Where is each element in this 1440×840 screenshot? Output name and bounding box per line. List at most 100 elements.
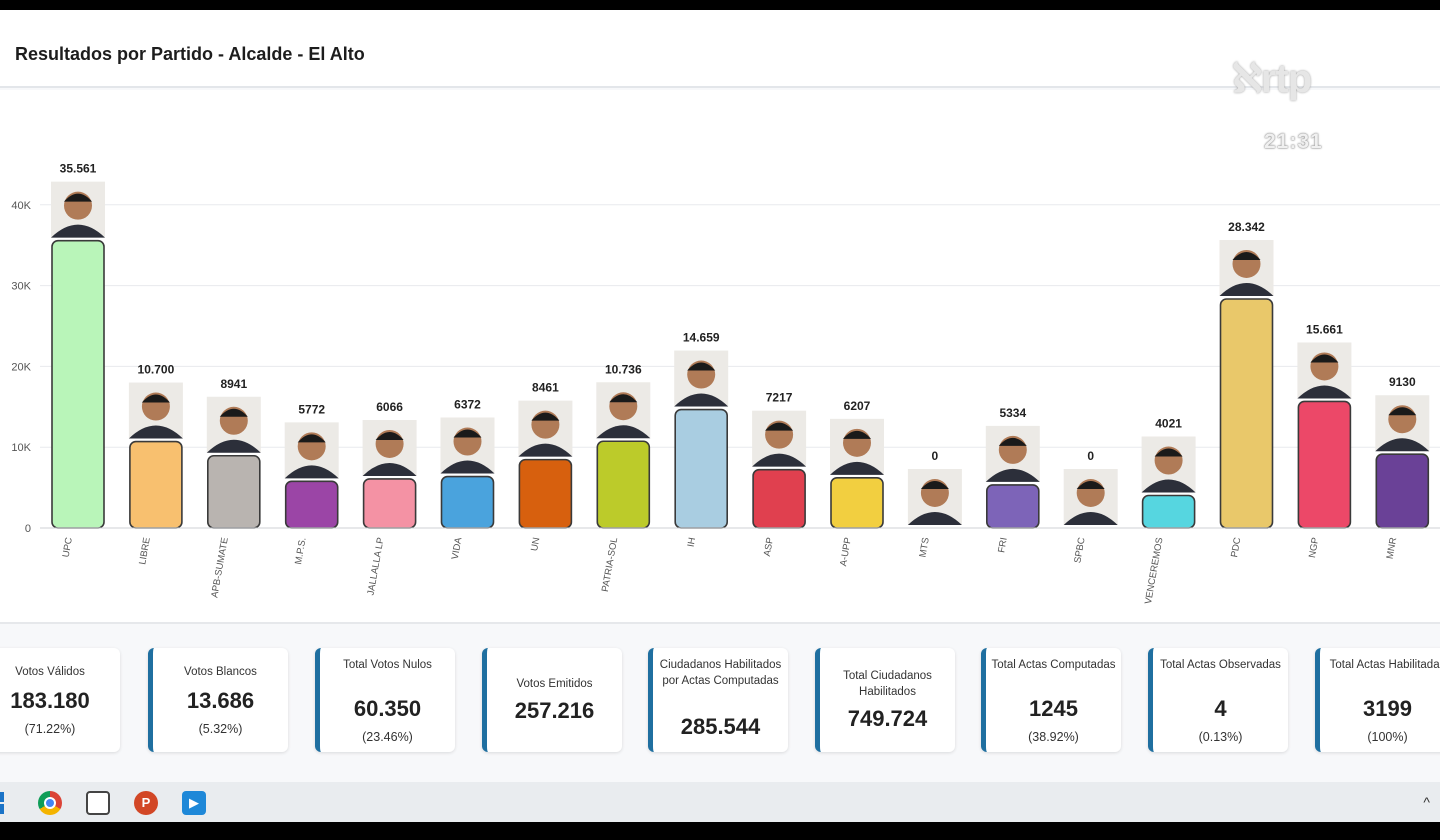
category-label: IH (686, 536, 699, 547)
photo-shoulders (284, 465, 339, 479)
windows-start-icon[interactable] (0, 791, 18, 815)
data-label: 5772 (298, 402, 325, 416)
candidate-photo (1297, 342, 1352, 399)
stat-label: Total Votos Nulos (343, 659, 432, 671)
bar-chart: 0 10K 20K 30K 40K 35.561 UPC 10.700 LIBRE 8941 APB… (11, 162, 1440, 605)
candidate-photo (440, 417, 495, 474)
photo-hair (375, 431, 404, 440)
category-label: UN (529, 536, 542, 552)
photo-hair (1310, 354, 1339, 363)
stat-card: Ciudadanos Habilitados por Actas Computa… (648, 648, 788, 752)
photo-shoulders (674, 393, 729, 407)
photo-hair (531, 412, 560, 421)
stat-value: 183.180 (10, 688, 90, 713)
photo-shoulders (362, 462, 417, 476)
category-label: NGP (1307, 537, 1321, 559)
data-label: 28.342 (1228, 220, 1265, 234)
stat-label: Votos Blancos (184, 666, 257, 678)
candidate-photo (284, 422, 339, 479)
photo-shoulders (440, 460, 495, 474)
y-tick-label: 10K (11, 442, 31, 454)
photo-hair (998, 437, 1027, 446)
candidate-photo (1141, 436, 1196, 493)
photo-hair (1232, 251, 1261, 260)
bar (440, 475, 495, 529)
tray-chevron-icon[interactable]: ^ (1423, 794, 1430, 810)
candidate-photo (128, 382, 183, 439)
photo-shoulders (752, 453, 807, 467)
bar (985, 484, 1040, 529)
channel-logo: ℵrtp 21:31 (1232, 56, 1362, 156)
category-label: MTS (918, 537, 932, 559)
photo-hair (64, 193, 92, 202)
photo-shoulders (985, 468, 1040, 482)
photo-shoulders (1297, 385, 1352, 399)
powerpoint-icon[interactable]: P (134, 791, 158, 815)
data-label: 14.659 (683, 331, 720, 345)
photo-hair (219, 408, 248, 417)
media-player-icon[interactable]: ▶ (182, 791, 206, 815)
bar (596, 440, 651, 529)
candidate-photo (1063, 469, 1118, 525)
photo-hair (1076, 481, 1105, 489)
page-header: Resultados por Partido - Alcalde - El Al… (0, 10, 1440, 88)
photo-hair (453, 429, 482, 438)
bar (674, 408, 729, 529)
stat-percentage: (71.22%) (24, 722, 76, 736)
photo-shoulders (830, 461, 884, 475)
stat-card: Total Actas Observadas 4 (0.13%) (1148, 648, 1288, 752)
photo-shoulders (51, 224, 105, 238)
stat-value: 4 (1214, 696, 1227, 721)
y-tick-label: 40K (11, 200, 31, 212)
data-label: 5334 (999, 406, 1026, 420)
photo-shoulders (1063, 512, 1118, 525)
screen: Resultados por Partido - Alcalde - El Al… (0, 10, 1440, 822)
stat-value: 60.350 (353, 696, 422, 721)
chart-card: 0 10K 20K 30K 40K 35.561 UPC 10.700 LIBRE 8941 APB… (0, 90, 1440, 624)
data-label: 10.736 (605, 362, 642, 376)
candidate-photo (518, 400, 573, 457)
category-label: UPC (61, 536, 75, 558)
data-label: 9130 (1389, 375, 1416, 389)
stat-card: Total Ciudadanos Habilitados 749.724 (815, 648, 955, 752)
data-label: 8941 (220, 377, 247, 391)
candidate-photo (596, 382, 651, 439)
candidate-photo (674, 350, 729, 407)
category-label: MNR (1385, 536, 1400, 559)
data-label: 15.661 (1306, 322, 1343, 336)
stats-row: Votos Válidos 183.180 (71.22%) Votos Blanco… (0, 646, 1440, 758)
page-title: Resultados por Partido - Alcalde - El Al… (15, 44, 365, 64)
bar (1141, 494, 1196, 529)
bar (1219, 298, 1274, 529)
stat-card: Votos Emitidos 257.216 (482, 648, 622, 752)
photo-hair (843, 430, 871, 439)
category-label: LIBRE (137, 537, 153, 566)
snipping-tool-icon[interactable] (86, 791, 110, 815)
stat-card: Total Actas Habilitadas 3199 (100%) (1315, 648, 1440, 752)
candidate-photo (1219, 239, 1274, 296)
photo-hair (687, 362, 716, 371)
candidate-photo (1375, 395, 1430, 452)
stat-label: Total Ciudadanos Habilitados (843, 670, 932, 698)
bar (518, 458, 573, 529)
candidate-photo (206, 396, 261, 453)
y-tick-label: 20K (11, 361, 31, 373)
stat-label: Total Actas Computadas (991, 659, 1116, 671)
data-label: 4021 (1155, 417, 1182, 431)
windows-tile (0, 792, 4, 802)
data-label: 7217 (766, 391, 793, 405)
chrome-icon[interactable] (38, 791, 62, 815)
bar (129, 440, 183, 529)
photo-hair (1154, 448, 1183, 457)
photo-shoulders (128, 425, 183, 439)
candidate-photo (752, 410, 807, 467)
candidate-photo (830, 418, 884, 475)
stat-value: 749.724 (847, 706, 928, 731)
data-label: 6066 (376, 400, 403, 414)
stat-percentage: (38.92%) (1028, 730, 1079, 744)
bar (1375, 453, 1430, 529)
photo-shoulders (596, 425, 651, 439)
bar (1297, 400, 1352, 529)
candidate-photo (362, 419, 417, 476)
stat-percentage: (5.32%) (198, 722, 243, 736)
